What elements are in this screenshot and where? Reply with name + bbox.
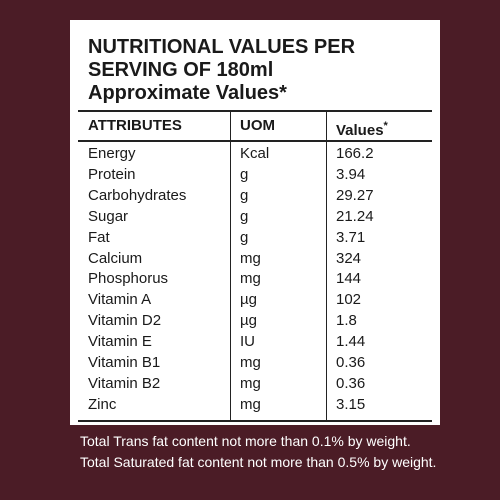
table-cell: 1.8 (336, 312, 357, 330)
table-cell: Vitamin B1 (88, 354, 161, 371)
table-cell: Carbohydrates (88, 186, 187, 204)
table-cell: Energy (88, 145, 136, 162)
table-cell: 21.24 (336, 207, 374, 225)
table-cell: Protein (88, 165, 136, 183)
label-panel: ATTRIBUTES UOM Values* Energy Kcal 166.2 Prote… (70, 20, 440, 425)
table-cell: IU (240, 333, 255, 351)
header-divider (78, 140, 432, 142)
table-cell: 324 (336, 249, 362, 267)
footer-note: Total Trans fat content not more than 0.… (80, 433, 411, 449)
table-cell: Vitamin D2 (88, 312, 162, 330)
table-cell: 0.36 (336, 354, 366, 371)
table-cell: Vitamin A (88, 291, 152, 309)
table-cell: Phosphorus (88, 270, 169, 288)
table-cell: 3.71 (336, 228, 366, 246)
table-cell: 144 (336, 270, 362, 288)
column-header: UOM (240, 117, 275, 134)
table-cell: Vitamin B2 (88, 374, 161, 392)
column-header: Values* (336, 117, 388, 140)
table-cell: 3.15 (336, 395, 366, 413)
nutrition-table: ATTRIBUTES UOM Values* Energy Kcal 166.2 Prote… (78, 110, 432, 422)
table-cell: Sugar (88, 207, 129, 225)
title-line: Approximate Values* (88, 82, 287, 104)
table-cell: Vitamin E (88, 333, 152, 351)
table-cell: mg (240, 395, 261, 413)
table-cell: 1.44 (336, 333, 366, 351)
table-cell: µg (240, 291, 257, 309)
table-cell: µg (240, 312, 257, 330)
table-cell: g (240, 207, 249, 225)
table-cell: 0.36 (336, 374, 366, 392)
table-cell: Zinc (88, 395, 117, 413)
table-cell: g (240, 186, 249, 204)
table-cell: g (240, 228, 249, 246)
table-cell: g (240, 165, 249, 183)
column-header-text: Values (336, 122, 384, 139)
table-cell: 29.27 (336, 186, 374, 204)
table-cell: mg (240, 354, 261, 371)
column-divider (326, 112, 327, 420)
title-line: NUTRITIONAL VALUES PER (88, 36, 356, 58)
table-cell: mg (240, 270, 261, 288)
column-header: ATTRIBUTES (88, 117, 182, 134)
table-cell: 102 (336, 291, 362, 309)
footnote-mark: * (383, 120, 388, 132)
column-divider (230, 112, 231, 420)
table-cell: 166.2 (336, 145, 374, 162)
table-cell: mg (240, 249, 261, 267)
footer-note: Total Saturated fat content not more tha… (80, 454, 437, 470)
table-cell: 3.94 (336, 165, 366, 183)
table-cell: mg (240, 374, 261, 392)
title-line: SERVING OF 180ml (88, 59, 274, 81)
table-cell: Calcium (88, 249, 143, 267)
table-cell: Kcal (240, 145, 270, 162)
table-cell: Fat (88, 228, 110, 246)
